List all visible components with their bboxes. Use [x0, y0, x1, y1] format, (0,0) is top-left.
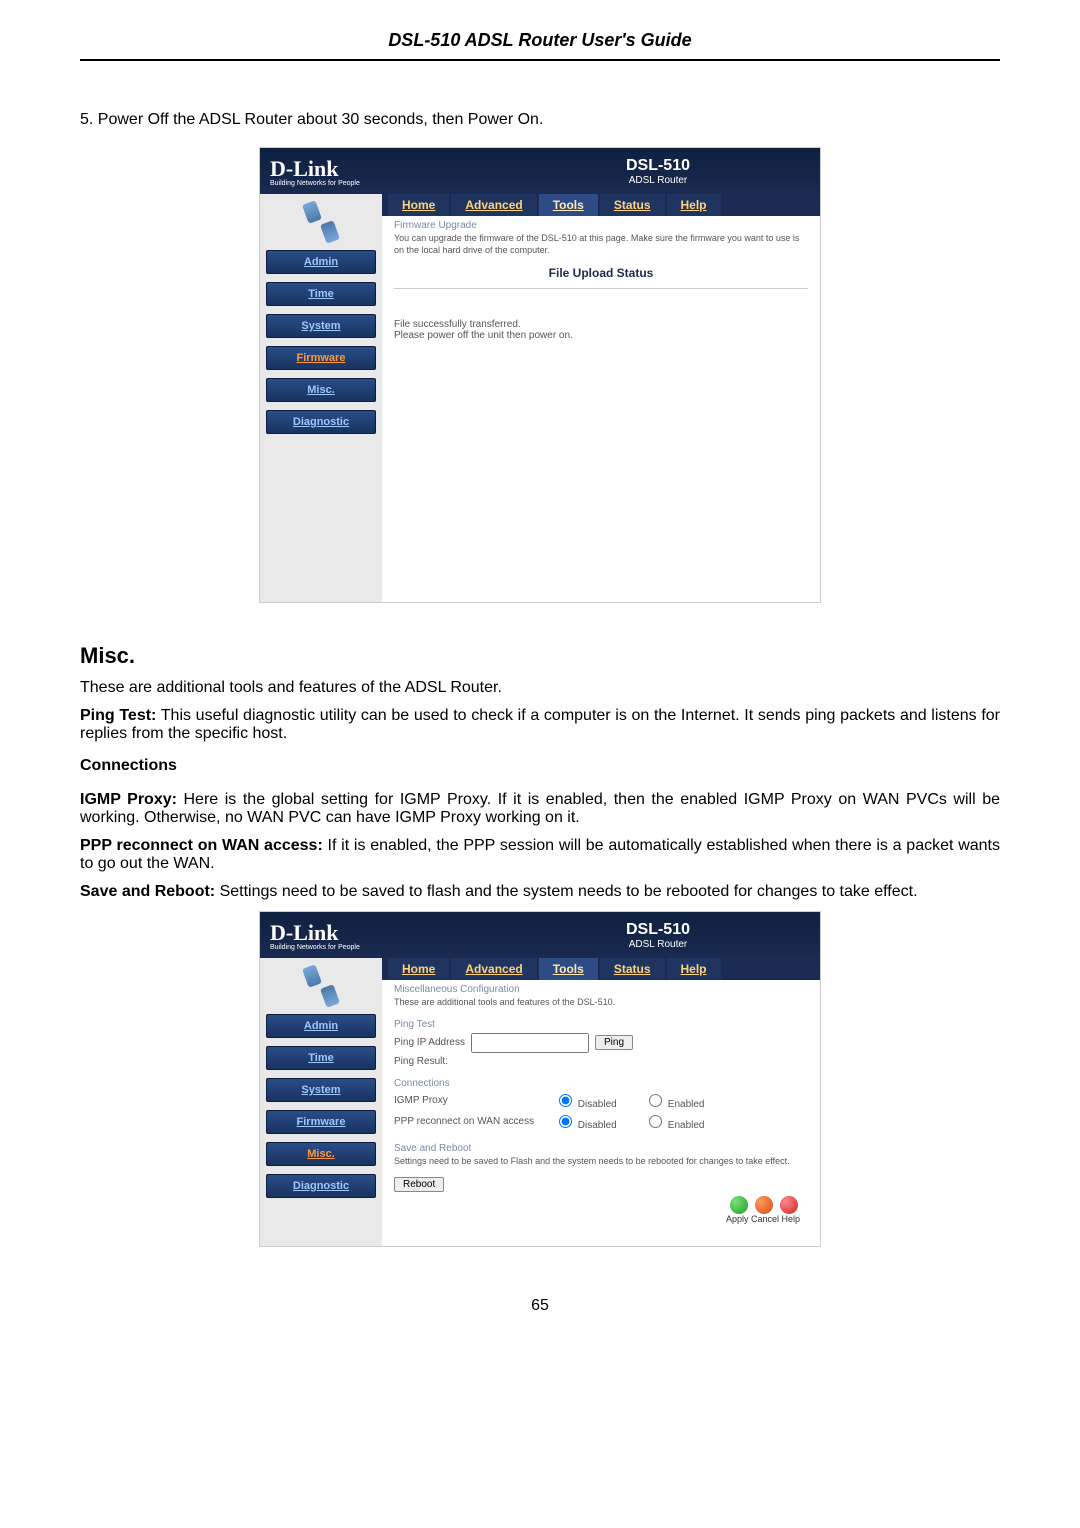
product-model-2: DSL-510: [626, 921, 690, 939]
tab2-advanced[interactable]: Advanced: [451, 958, 536, 980]
ppp-reconnect-label: PPP reconnect on WAN access: [394, 1116, 554, 1127]
tab-advanced[interactable]: Advanced: [451, 194, 536, 216]
router-tabbar-2: Home Advanced Tools Status Help: [382, 958, 820, 980]
sidebar-item-system[interactable]: System: [266, 314, 376, 338]
ping-ip-label: Ping IP Address: [394, 1037, 465, 1048]
tab-home[interactable]: Home: [388, 194, 449, 216]
sidebar2-item-misc[interactable]: Misc.: [266, 1142, 376, 1166]
cable-icon-2: [301, 966, 341, 1006]
save-reboot-label: Save and Reboot:: [80, 883, 215, 900]
tab2-status[interactable]: Status: [600, 958, 665, 980]
misc-intro: These are additional tools and features …: [80, 679, 1000, 697]
save-reboot-text: Settings need to be saved to flash and t…: [215, 883, 917, 900]
router-main-pane: Home Advanced Tools Status Help Firmware…: [382, 194, 820, 602]
sidebar-item-misc[interactable]: Misc.: [266, 378, 376, 402]
ppp-paragraph: PPP reconnect on WAN access: If it is en…: [80, 837, 1000, 873]
divider: [394, 288, 808, 289]
ping-test-paragraph: Ping Test: This useful diagnostic utilit…: [80, 707, 1000, 743]
connections-head: Connections: [394, 1078, 808, 1089]
save-reboot-head: Save and Reboot: [394, 1143, 808, 1154]
tab-status[interactable]: Status: [600, 194, 665, 216]
page-number: 65: [80, 1297, 1000, 1315]
tab2-tools[interactable]: Tools: [539, 958, 598, 980]
tab-tools[interactable]: Tools: [539, 194, 598, 216]
save-reboot-paragraph: Save and Reboot: Settings need to be sav…: [80, 883, 1000, 901]
apply-icon[interactable]: [730, 1196, 748, 1214]
ping-ip-input[interactable]: [471, 1033, 589, 1053]
sidebar-item-time[interactable]: Time: [266, 282, 376, 306]
igmp-enabled-option[interactable]: Enabled: [644, 1091, 734, 1110]
sidebar2-item-diagnostic[interactable]: Diagnostic: [266, 1174, 376, 1198]
igmp-disabled-option[interactable]: Disabled: [554, 1091, 644, 1110]
ping-test-text: This useful diagnostic utility can be us…: [80, 707, 1000, 742]
sidebar2-item-admin[interactable]: Admin: [266, 1014, 376, 1038]
firmware-section-desc: You can upgrade the firmware of the DSL-…: [394, 233, 808, 256]
cancel-icon[interactable]: [755, 1196, 773, 1214]
router-sidebar-2: Admin Time System Firmware Misc. Diagnos…: [260, 958, 382, 1246]
ping-result-label: Ping Result:: [394, 1056, 448, 1067]
ping-button[interactable]: Ping: [595, 1035, 633, 1050]
tab2-home[interactable]: Home: [388, 958, 449, 980]
router-sidebar: Admin Time System Firmware Misc. Diagnos…: [260, 194, 382, 602]
sidebar-item-admin[interactable]: Admin: [266, 250, 376, 274]
sidebar2-item-time[interactable]: Time: [266, 1046, 376, 1070]
ppp-enabled-option[interactable]: Enabled: [644, 1112, 734, 1131]
screenshot-misc-config: D-Link Building Networks for People DSL-…: [259, 911, 821, 1247]
firmware-section-title: Firmware Upgrade: [394, 220, 808, 231]
igmp-text: Here is the global setting for IGMP Prox…: [80, 791, 1000, 826]
help-icon[interactable]: [780, 1196, 798, 1214]
product-subtitle: ADSL Router: [626, 175, 690, 186]
screenshot-firmware-upload: D-Link Building Networks for People DSL-…: [259, 147, 821, 603]
sidebar-item-diagnostic[interactable]: Diagnostic: [266, 410, 376, 434]
upload-status-line-1: File successfully transferred.: [394, 319, 808, 330]
doc-header: DSL-510 ADSL Router User's Guide: [80, 30, 1000, 61]
sidebar2-item-firmware[interactable]: Firmware: [266, 1110, 376, 1134]
brand-tagline-2: Building Networks for People: [270, 944, 360, 951]
ppp-label: PPP reconnect on WAN access:: [80, 837, 323, 854]
file-upload-status-title: File Upload Status: [394, 266, 808, 280]
reboot-button[interactable]: Reboot: [394, 1177, 444, 1192]
connections-subheading: Connections: [80, 757, 1000, 775]
brand-tagline: Building Networks for People: [270, 180, 360, 187]
upload-status-line-2: Please power off the unit then power on.: [394, 330, 808, 341]
tab2-help[interactable]: Help: [667, 958, 721, 980]
misc-config-title: Miscellaneous Configuration: [394, 984, 808, 995]
router-header-2: D-Link Building Networks for People DSL-…: [260, 912, 820, 958]
router-tabbar: Home Advanced Tools Status Help: [382, 194, 820, 216]
step-5-text: 5. Power Off the ADSL Router about 30 se…: [80, 111, 1000, 129]
igmp-label: IGMP Proxy:: [80, 791, 177, 808]
brand-logo-2: D-Link: [270, 920, 338, 945]
product-subtitle-2: ADSL Router: [626, 939, 690, 950]
ping-test-head: Ping Test: [394, 1019, 808, 1030]
igmp-proxy-label: IGMP Proxy: [394, 1095, 554, 1106]
tab-help[interactable]: Help: [667, 194, 721, 216]
save-reboot-desc: Settings need to be saved to Flash and t…: [394, 1156, 808, 1168]
router-main-pane-2: Home Advanced Tools Status Help Miscella…: [382, 958, 820, 1246]
action-labels: Apply Cancel Help: [394, 1214, 808, 1224]
ppp-disabled-option[interactable]: Disabled: [554, 1112, 644, 1131]
cable-icon: [301, 202, 341, 242]
product-model: DSL-510: [626, 157, 690, 175]
misc-config-desc: These are additional tools and features …: [394, 997, 808, 1009]
sidebar2-item-system[interactable]: System: [266, 1078, 376, 1102]
router-header: D-Link Building Networks for People DSL-…: [260, 148, 820, 194]
misc-heading: Misc.: [80, 643, 1000, 669]
sidebar-item-firmware[interactable]: Firmware: [266, 346, 376, 370]
brand-logo: D-Link: [270, 156, 338, 181]
ping-test-label: Ping Test:: [80, 707, 156, 724]
igmp-paragraph: IGMP Proxy: Here is the global setting f…: [80, 791, 1000, 827]
